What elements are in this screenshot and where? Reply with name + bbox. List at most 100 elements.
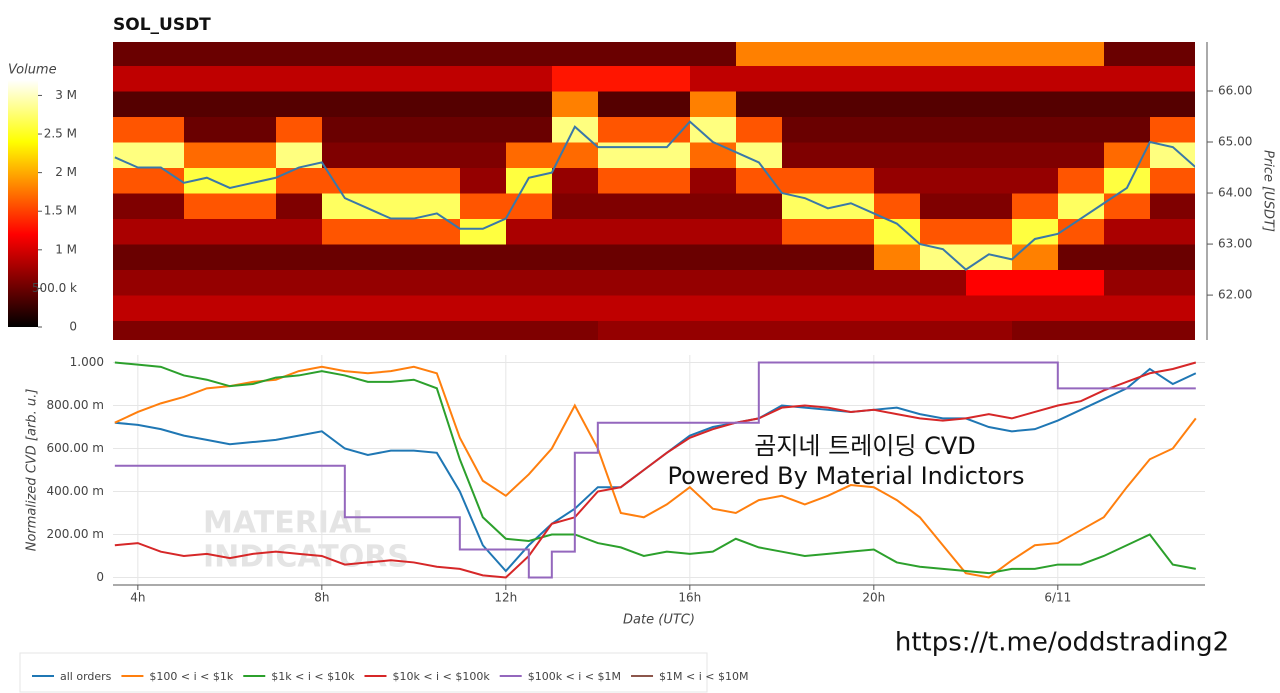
heat-cell <box>689 320 737 340</box>
heat-cell <box>551 90 599 117</box>
heat-cell <box>275 167 323 194</box>
heat-cell <box>137 269 185 296</box>
heat-cell <box>505 244 553 271</box>
heat-cell <box>597 42 645 66</box>
x-tick-label: 4h <box>130 591 145 605</box>
heat-cell <box>735 167 783 194</box>
heat-cell <box>965 167 1013 194</box>
heat-cell <box>735 295 783 322</box>
heat-cell <box>965 320 1013 340</box>
heat-cell <box>965 116 1013 143</box>
heat-cell <box>367 269 415 296</box>
heat-cell <box>735 116 783 143</box>
heat-cell <box>1011 269 1059 296</box>
y-tick-label: 200.00 m <box>47 527 105 541</box>
heat-cell <box>689 269 737 296</box>
heat-cell <box>505 42 553 66</box>
heat-cell <box>1103 244 1151 271</box>
heat-cell <box>321 65 369 92</box>
heat-cell <box>781 269 829 296</box>
heat-cell <box>597 320 645 340</box>
colorbar-tick-label: 3 M <box>55 88 77 102</box>
heat-cell <box>919 269 967 296</box>
heat-cell <box>183 42 231 66</box>
heat-cell <box>1057 116 1105 143</box>
y2-tick-label: 66.00 <box>1218 83 1252 97</box>
series-line <box>114 361 1197 579</box>
heat-cell <box>735 269 783 296</box>
heat-cell <box>367 218 415 245</box>
heat-cell <box>137 244 185 271</box>
heat-cell <box>827 244 875 271</box>
heat-cell <box>965 142 1013 169</box>
heat-cell <box>551 320 599 340</box>
colorbar-tick-label: 1 M <box>55 242 77 256</box>
heat-cell <box>1057 269 1105 296</box>
heat-cell <box>1149 90 1195 117</box>
heat-cell <box>459 193 507 220</box>
heat-cell <box>689 65 737 92</box>
heat-cell <box>597 269 645 296</box>
heat-cell <box>367 295 415 322</box>
heat-cell <box>367 244 415 271</box>
heat-cell <box>643 193 691 220</box>
heat-cell <box>1149 320 1195 340</box>
heat-cell <box>505 116 553 143</box>
heat-cell <box>229 295 277 322</box>
heat-cell <box>597 116 645 143</box>
heat-cell <box>183 269 231 296</box>
legend-label: $100 < i < $1k <box>149 670 233 683</box>
heat-cell <box>113 320 139 340</box>
heat-cell <box>183 90 231 117</box>
heat-cell <box>275 320 323 340</box>
heat-cell <box>643 269 691 296</box>
footer-link: https://t.me/oddstrading2 <box>895 628 1229 658</box>
heat-cell <box>919 65 967 92</box>
legend-label: all orders <box>60 670 112 683</box>
colorbar-tick-label: 2 M <box>55 165 77 179</box>
heat-cell <box>505 167 553 194</box>
heat-cell <box>459 244 507 271</box>
heat-cell <box>597 218 645 245</box>
heat-cell <box>1149 65 1195 92</box>
heat-cell <box>413 167 461 194</box>
heat-cell <box>229 269 277 296</box>
heat-cell <box>1057 65 1105 92</box>
heat-cell <box>689 218 737 245</box>
chart-title: SOL_USDT <box>113 15 211 35</box>
x-tick-label: 20h <box>862 591 885 605</box>
heat-cell <box>735 193 783 220</box>
watermark: MATERIAL <box>203 506 371 541</box>
legend-label: $1M < i < $10M <box>659 670 748 683</box>
heat-cell <box>1057 90 1105 117</box>
heat-cell <box>1103 218 1151 245</box>
heat-cell <box>781 142 829 169</box>
heat-cell <box>873 90 921 117</box>
heat-cell <box>459 320 507 340</box>
heat-cell <box>367 42 415 66</box>
heat-cell <box>551 295 599 322</box>
heat-cell <box>551 218 599 245</box>
heat-cell <box>1103 193 1151 220</box>
heat-cell <box>1149 142 1195 169</box>
heat-cell <box>229 167 277 194</box>
heat-cell <box>229 116 277 143</box>
heat-cell <box>459 42 507 66</box>
heat-cell <box>827 65 875 92</box>
heat-cell <box>643 167 691 194</box>
heat-cell <box>229 65 277 92</box>
heat-cell <box>1103 167 1151 194</box>
heat-cell <box>1103 269 1151 296</box>
heat-cell <box>275 65 323 92</box>
heat-cell <box>275 269 323 296</box>
heat-cell <box>827 269 875 296</box>
heat-cell <box>183 320 231 340</box>
x-tick-label: 8h <box>314 591 329 605</box>
heat-cell <box>321 244 369 271</box>
heat-cell <box>1011 65 1059 92</box>
heat-cell <box>367 90 415 117</box>
heat-cell <box>459 142 507 169</box>
heat-cell <box>367 116 415 143</box>
heat-cell <box>1103 320 1151 340</box>
